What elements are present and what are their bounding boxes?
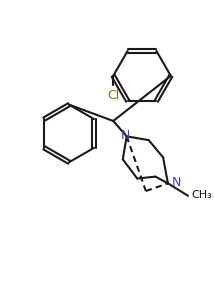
Text: Cl: Cl bbox=[107, 89, 119, 102]
Text: N: N bbox=[172, 176, 181, 189]
Text: CH₃: CH₃ bbox=[191, 190, 212, 200]
Text: N: N bbox=[121, 129, 130, 142]
